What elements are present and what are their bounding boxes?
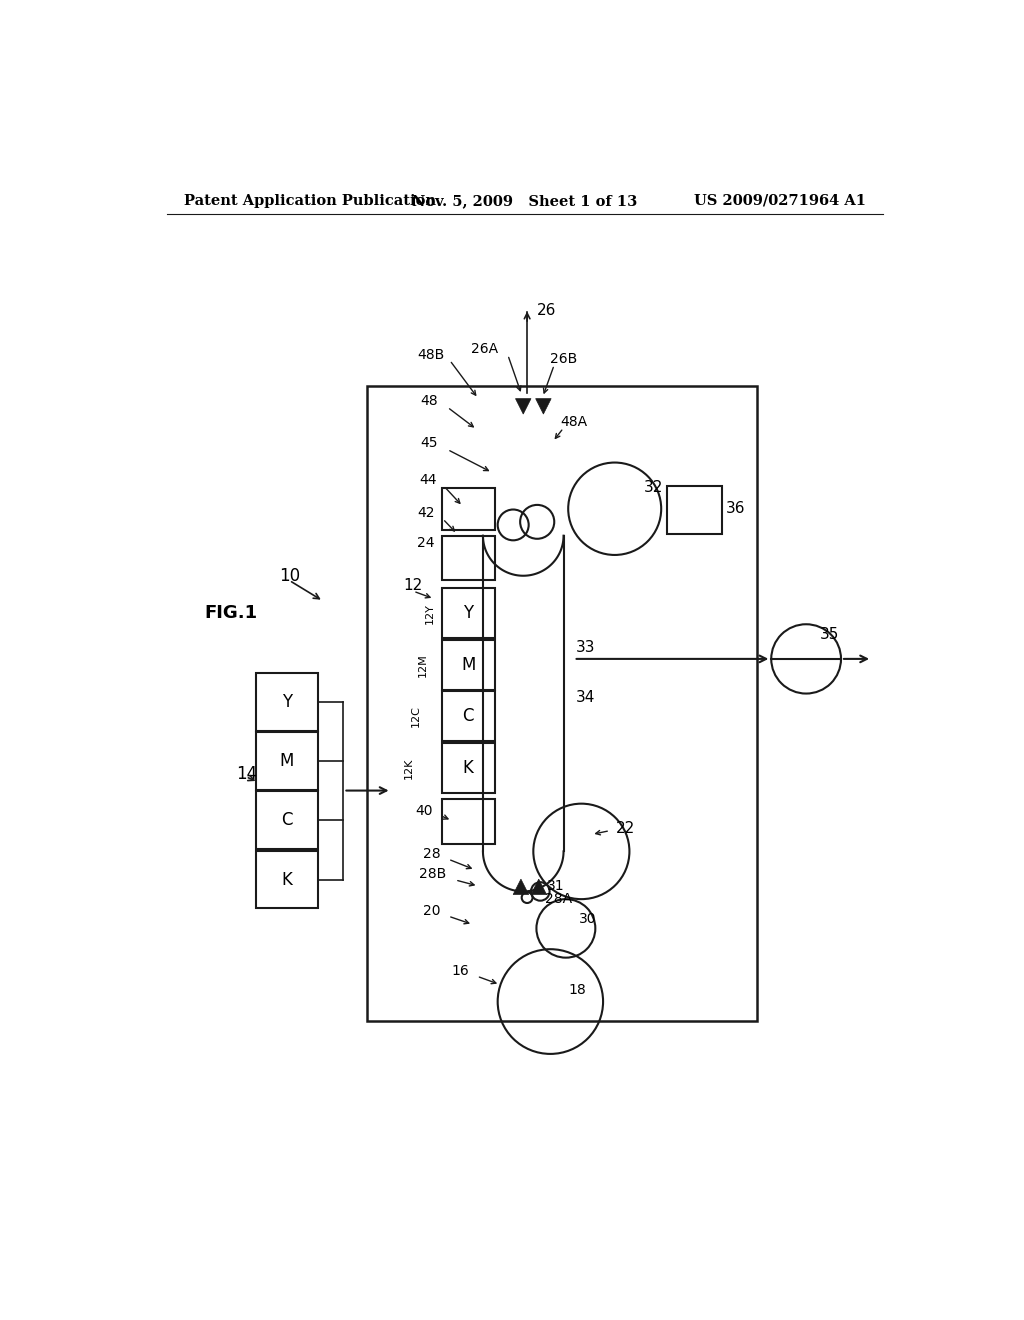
Text: 12K: 12K xyxy=(404,758,415,779)
Text: Nov. 5, 2009   Sheet 1 of 13: Nov. 5, 2009 Sheet 1 of 13 xyxy=(413,194,637,207)
Bar xyxy=(256,792,317,849)
Polygon shape xyxy=(515,399,531,414)
Bar xyxy=(442,488,495,531)
Text: 44: 44 xyxy=(419,474,436,487)
Text: 28A: 28A xyxy=(545,892,572,906)
Text: 12Y: 12Y xyxy=(425,603,435,623)
Text: 26: 26 xyxy=(537,304,556,318)
Text: Patent Application Publication: Patent Application Publication xyxy=(183,194,436,207)
Text: 26A: 26A xyxy=(471,342,499,356)
Bar xyxy=(256,733,317,789)
Text: 40: 40 xyxy=(415,804,432,818)
Text: 48: 48 xyxy=(421,393,438,408)
Text: 14: 14 xyxy=(237,766,258,783)
Text: 26B: 26B xyxy=(550,351,578,366)
Text: K: K xyxy=(463,759,474,777)
Bar xyxy=(256,850,317,908)
Text: 36: 36 xyxy=(726,502,745,516)
Text: 18: 18 xyxy=(568,983,586,997)
Text: C: C xyxy=(282,812,293,829)
Text: 32: 32 xyxy=(643,480,663,495)
Text: 34: 34 xyxy=(575,690,595,705)
Text: 42: 42 xyxy=(418,506,435,520)
Bar xyxy=(442,640,495,689)
Text: K: K xyxy=(282,870,292,888)
Polygon shape xyxy=(531,879,547,895)
Text: 45: 45 xyxy=(421,437,438,450)
Bar xyxy=(667,486,722,535)
Bar xyxy=(442,743,495,793)
Text: M: M xyxy=(461,656,475,673)
Text: 10: 10 xyxy=(280,566,300,585)
Text: Y: Y xyxy=(463,605,473,622)
Text: 12: 12 xyxy=(403,578,422,593)
Polygon shape xyxy=(536,399,551,414)
Text: 22: 22 xyxy=(616,821,636,836)
Text: US 2009/0271964 A1: US 2009/0271964 A1 xyxy=(694,194,866,207)
Text: 28B: 28B xyxy=(419,867,445,882)
Text: FIG.1: FIG.1 xyxy=(204,603,257,622)
Bar xyxy=(256,673,317,730)
Text: 20: 20 xyxy=(423,904,440,919)
Text: 16: 16 xyxy=(452,964,469,978)
Bar xyxy=(442,536,495,581)
Text: 12C: 12C xyxy=(412,705,421,727)
Text: 35: 35 xyxy=(820,627,840,642)
Text: C: C xyxy=(463,708,474,725)
Text: 48A: 48A xyxy=(560,414,588,429)
Text: 31: 31 xyxy=(547,879,564,894)
Bar xyxy=(367,385,758,1020)
Text: 28: 28 xyxy=(423,846,440,861)
Polygon shape xyxy=(513,879,528,895)
Text: 30: 30 xyxy=(579,912,597,927)
Text: 24: 24 xyxy=(417,536,434,550)
Text: M: M xyxy=(280,752,294,770)
Text: 33: 33 xyxy=(575,640,595,655)
Text: 48B: 48B xyxy=(417,347,444,362)
Text: Y: Y xyxy=(282,693,292,710)
Bar xyxy=(442,692,495,742)
Text: 12M: 12M xyxy=(418,653,428,677)
Bar xyxy=(442,589,495,638)
Bar xyxy=(442,799,495,843)
